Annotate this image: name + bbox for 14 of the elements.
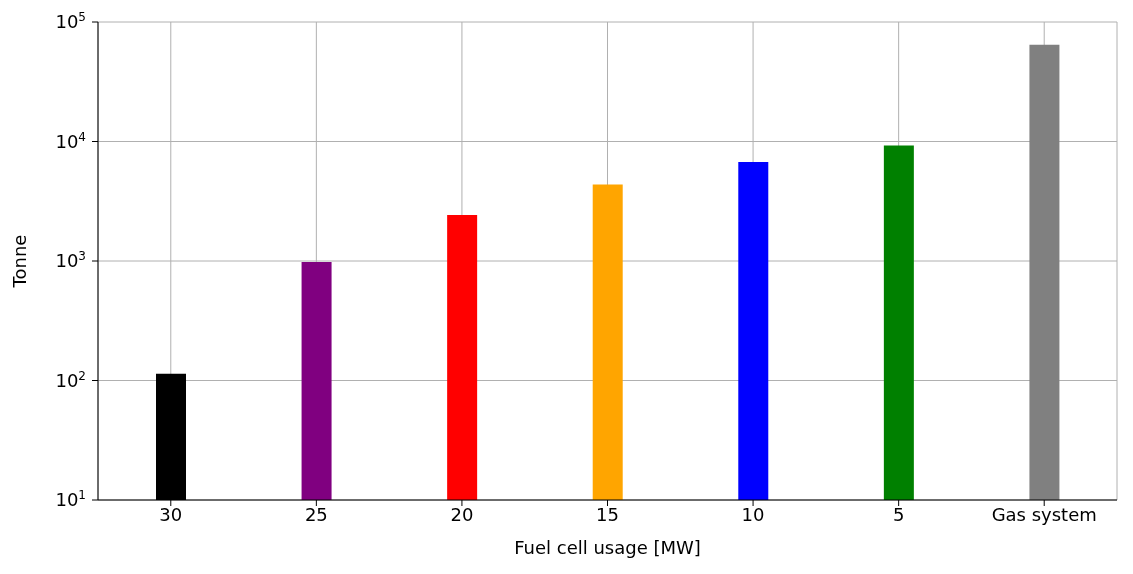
y-tick-label: 10$^{2}$ [55, 368, 86, 391]
y-axis-title: Tonne [9, 234, 31, 289]
x-tick-label: 15 [596, 503, 619, 525]
x-tick-label: 25 [304, 503, 328, 525]
y-tick-label: 10$^{3}$ [55, 249, 86, 271]
y-tick-label: 10$^{1}$ [55, 488, 86, 510]
x-axis-title: Fuel cell usage [MW] [514, 537, 701, 558]
y-tick-label: 10$^{4}$ [55, 129, 86, 152]
x-tick-label: 5 [892, 503, 905, 525]
y-tick-label: 10$^{5}$ [55, 10, 86, 32]
x-tick-label: 20 [450, 503, 474, 525]
x-tick-label: 30 [159, 503, 183, 525]
x-tick-label: 10 [741, 503, 765, 525]
x-tick-label: Gas system [991, 503, 1097, 525]
